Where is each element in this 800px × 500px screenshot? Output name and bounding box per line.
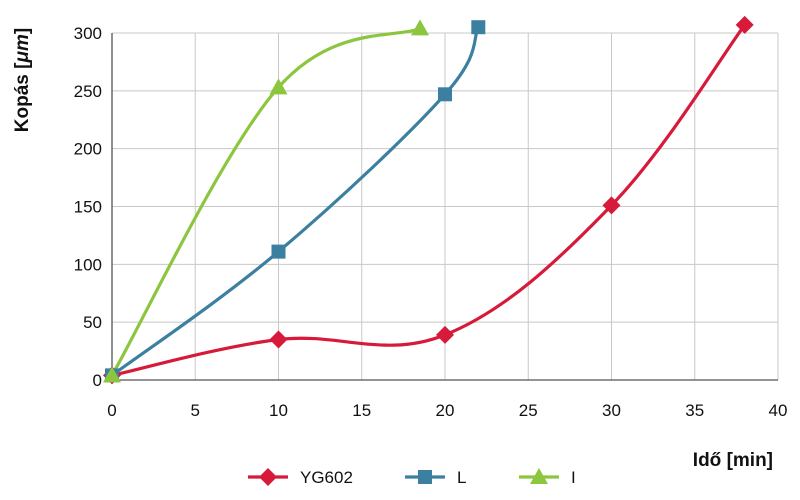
- legend-item-yg602: YG602: [248, 468, 353, 487]
- data-point-yg602: [269, 330, 288, 349]
- x-tick-label: 5: [191, 401, 200, 420]
- series-line-i: [110, 26, 422, 377]
- y-axis-label: Kopás [μm]: [12, 28, 33, 132]
- legend-swatch-marker: [530, 468, 548, 484]
- y-tick-label: 200: [74, 140, 102, 159]
- data-point-l: [271, 244, 286, 259]
- y-axis-label-unit: μm: [12, 34, 33, 63]
- legend-label: L: [457, 468, 466, 487]
- x-tick-label: 35: [685, 401, 704, 420]
- y-tick-labels: 0 50 100 150 200 250 300: [74, 24, 102, 390]
- y-tick-label: 150: [74, 198, 102, 217]
- series-markers: [103, 15, 754, 385]
- data-point-yg602: [735, 15, 754, 34]
- series-line-yg602: [110, 23, 747, 377]
- y-axis-label-end: ]: [12, 28, 33, 34]
- legend-item-l: L: [405, 468, 466, 487]
- data-point-i: [103, 366, 121, 383]
- x-tick-label: 15: [352, 401, 371, 420]
- y-tick-label: 300: [74, 24, 102, 43]
- data-point-yg602: [602, 196, 621, 215]
- x-tick-label: 30: [602, 401, 621, 420]
- data-point-i: [411, 19, 430, 36]
- y-tick-label: 50: [83, 313, 102, 332]
- legend-label: YG602: [300, 468, 353, 487]
- data-point-yg602: [436, 325, 454, 344]
- series-lines: [110, 23, 747, 377]
- data-point-i: [269, 78, 288, 95]
- series-line-l: [110, 25, 480, 377]
- y-tick-label: 0: [93, 371, 102, 390]
- y-tick-label: 100: [74, 255, 102, 274]
- legend-swatch-marker: [418, 470, 432, 484]
- data-point-l: [471, 20, 486, 35]
- x-tick-label: 10: [269, 401, 288, 420]
- x-tick-label: 0: [107, 401, 116, 420]
- legend-swatch-marker: [259, 468, 277, 486]
- legend-item-i: I: [519, 468, 576, 487]
- y-axis-label-main: Kopás [: [12, 62, 33, 132]
- chart-legend: YG602 L I: [248, 468, 576, 487]
- chart-axes: [111, 33, 778, 381]
- x-tick-label: 25: [519, 401, 538, 420]
- x-tick-label: 20: [436, 401, 455, 420]
- y-tick-label: 250: [74, 82, 102, 101]
- x-axis-label: Idő [min]: [693, 450, 773, 471]
- data-point-l: [438, 87, 452, 102]
- x-tick-labels: 0 5 10 15 20 25 30 35 40: [107, 401, 787, 420]
- x-tick-label: 40: [769, 401, 788, 420]
- legend-label: I: [571, 468, 576, 487]
